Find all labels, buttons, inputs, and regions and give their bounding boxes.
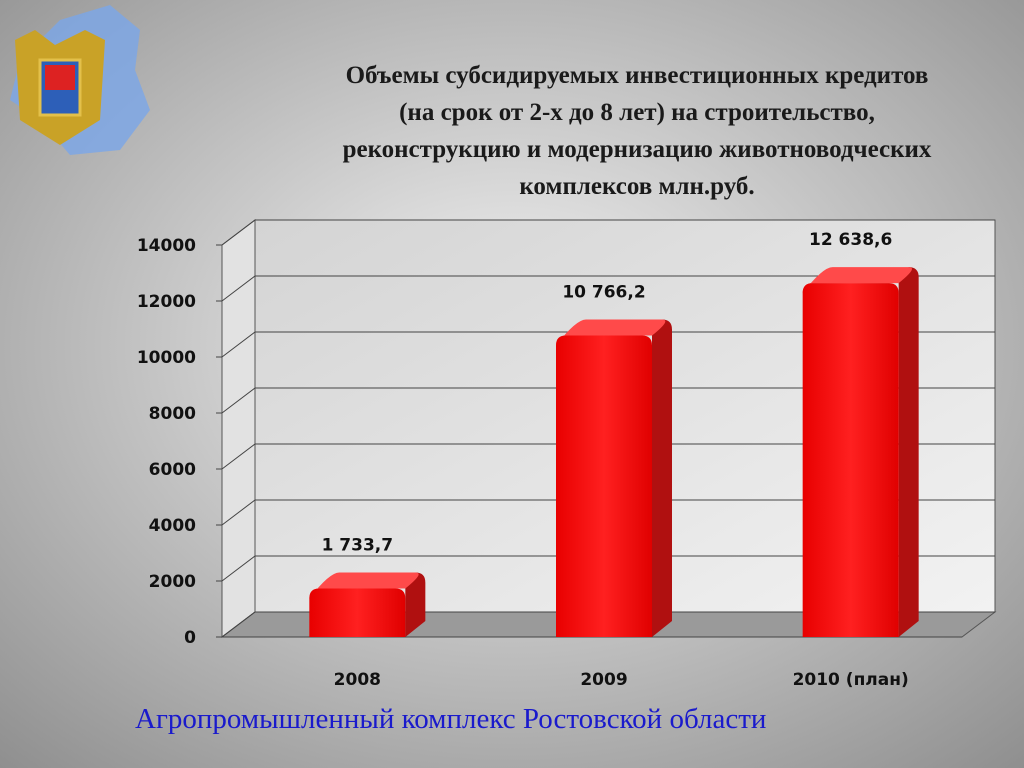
y-tick-label: 0 [184, 628, 196, 648]
bar [802, 267, 919, 637]
bar [309, 572, 426, 637]
bar-face [556, 335, 652, 637]
y-tick-label: 14000 [137, 236, 196, 256]
y-tick-label: 10000 [137, 348, 196, 368]
bar-face [556, 319, 666, 346]
bar-face [802, 283, 899, 637]
emblem [10, 5, 150, 155]
bar-face [652, 319, 672, 637]
y-tick-label: 12000 [137, 292, 196, 312]
bar-face [802, 267, 912, 294]
x-tick-label: 2008 [334, 670, 381, 690]
chart-title: реконструкцию и модернизацию животноводч… [343, 136, 932, 163]
grid-line [221, 275, 995, 302]
bar-face [405, 572, 426, 637]
bar-face [309, 572, 419, 599]
chart-title: (на срок от 2-х до 8 лет) на строительст… [399, 99, 875, 126]
bar [556, 319, 672, 637]
y-tick-label: 2000 [149, 572, 196, 592]
grid-line [221, 443, 995, 470]
grid-line [221, 611, 995, 638]
bar-face [898, 267, 919, 637]
chart-title: комплексов млн.руб. [519, 173, 754, 200]
chart-title: Объемы субсидируемых инвестиционных кред… [346, 62, 929, 89]
grid-line [221, 331, 995, 358]
footer: Агропромышленный комплекс Ростовской обл… [135, 703, 766, 735]
y-tick-label: 4000 [149, 516, 196, 536]
data-label: 10 766,2 [562, 283, 645, 303]
x-tick-label: 2009 [580, 670, 627, 690]
bar-face [309, 588, 406, 637]
grid-line [221, 499, 995, 526]
x-tick-label: 2010 (план) [793, 670, 909, 690]
data-label: 12 638,6 [809, 230, 892, 250]
grid-line [221, 219, 995, 246]
grid-line [221, 387, 995, 414]
y-tick-label: 6000 [149, 460, 196, 480]
data-label: 1 733,7 [322, 535, 394, 555]
grid-line [221, 555, 995, 582]
y-tick-label: 8000 [149, 404, 196, 424]
